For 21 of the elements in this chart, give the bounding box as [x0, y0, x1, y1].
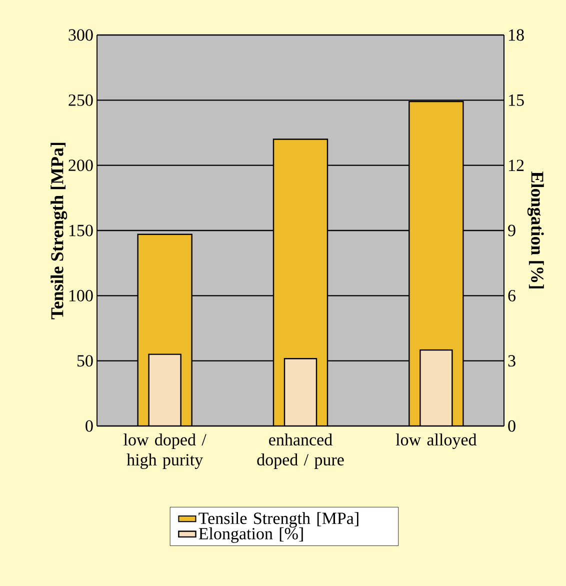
y2-tick-label: 18	[509, 29, 524, 41]
y-tick-label: 100	[69, 290, 93, 302]
y2-tick-label: 9	[508, 224, 516, 236]
y2-tick-label: 3	[508, 355, 516, 367]
y2-tick-label: 15	[509, 94, 524, 106]
y-tick-label: 300	[68, 29, 93, 41]
y2-tick-label: 12	[509, 160, 524, 171]
y-axis-title: Tensile Strength [MPa]	[50, 142, 68, 320]
y-tick-label: 200	[68, 160, 93, 172]
x-tick-label: enhanced doped / pure	[257, 434, 344, 469]
y-tick-label: 150	[69, 224, 93, 236]
y-tick-label: 250	[68, 94, 93, 106]
y-tick-label: 0	[86, 420, 93, 432]
legend-label: Tensile Strength [MPa]	[198, 512, 358, 528]
y-tick-label: 50	[77, 355, 93, 367]
x-tick-label: low alloyed	[396, 434, 477, 449]
y2-axis-title: Elongation [%]	[527, 172, 544, 288]
y2-tick-label: 6	[508, 290, 516, 302]
y2-tick-label: 0	[508, 420, 516, 432]
x-tick-label: low doped / high purity	[124, 434, 206, 469]
legend-label: Elongation [%]	[198, 527, 303, 543]
